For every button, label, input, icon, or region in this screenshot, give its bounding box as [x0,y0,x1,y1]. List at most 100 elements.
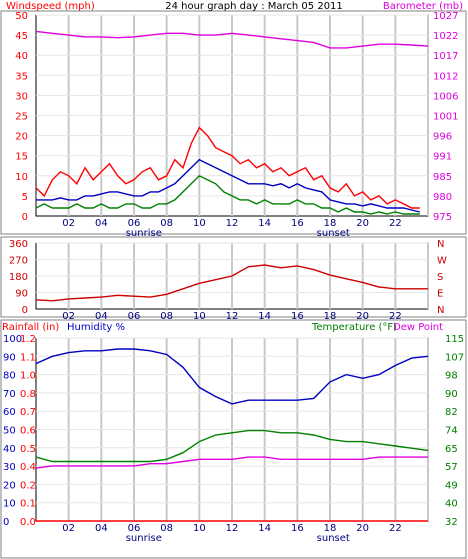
y-tick-label-temperature: 49 [445,480,458,491]
y-tick-label-rainfall: 0.2 [20,480,36,491]
y-tick-label-barometer: 1027 [433,11,458,22]
compass-label: N [437,305,444,316]
x-tick-label: 20 [356,523,369,534]
y-tick-label-windspeed: 15 [15,152,28,163]
chart-title: 24 hour graph day : March 05 2011 [165,1,343,12]
y-tick-label-rainfall: 1.1 [20,352,36,363]
x-tick-label: 14 [258,523,271,534]
y-tick-label-humidity: 10 [3,499,16,510]
y-tick-label-rainfall: 0.1 [20,499,36,510]
wind-barometer-plot: 02 04 06 08 10 12 14 16 18 20 22051015202530354045… [15,11,458,239]
y-tick-label-humidity: 60 [3,407,16,418]
y-tick-label-barometer: 980 [433,192,452,203]
y-tick-label-windspeed: 5 [22,192,28,203]
y-tick-label-humidity: 90 [3,352,16,363]
sunset-label: sunset [317,228,350,239]
y-tick-label-windspeed: 30 [15,91,28,102]
sunrise-label: sunrise [126,533,162,544]
y-tick-label-temperature: 32 [445,517,458,528]
y-tick-label-humidity: 40 [3,444,16,455]
x-tick-label: 02 [62,218,75,229]
sunrise-label: sunrise [126,228,162,239]
y-tick-label-barometer: 975 [433,212,452,223]
x-tick-label: 16 [291,218,304,229]
x-tick-label: 14 [258,311,271,322]
y-tick-label-rainfall: 0.8 [20,389,36,400]
y-tick-label-humidity: 30 [3,462,16,473]
temperature-axis-label: Temperature (°F) [311,322,397,333]
x-tick-label: 16 [291,523,304,534]
x-tick-label: 08 [160,523,173,534]
series-line [35,30,429,49]
y-tick-label-windspeed: 10 [15,172,28,183]
y-tick-label-rainfall: 0.0 [20,517,36,528]
y-tick-label-humidity: 80 [3,371,16,382]
y-tick-label-direction: 360 [9,239,28,250]
x-tick-label: 10 [193,523,206,534]
y-tick-label-barometer: 991 [433,152,452,163]
y-tick-label-rainfall: 0.4 [20,462,36,473]
y-tick-label-rainfall: 1.0 [20,371,36,382]
y-tick-label-rainfall: 1.2 [20,334,36,345]
y-tick-label-temperature: 115 [445,334,464,345]
y-tick-label-humidity: 0 [3,517,9,528]
compass-label: E [437,289,443,300]
y-tick-label-windspeed: 20 [15,132,28,143]
y-tick-label-barometer: 985 [433,172,452,183]
x-tick-label: 10 [193,218,206,229]
y-tick-label-direction: 180 [9,272,28,283]
x-tick-label: 12 [226,218,239,229]
y-tick-label-barometer: 996 [433,132,452,143]
x-tick-label: 22 [389,218,402,229]
x-tick-label: 16 [291,311,304,322]
x-tick-label: 06 [128,218,141,229]
dewpoint-axis-label: Dew Point [393,322,443,333]
series-line [35,174,420,215]
y-tick-label-temperature: 74 [445,426,458,437]
y-tick-label-temperature: 40 [445,499,458,510]
y-tick-label-humidity: 20 [3,480,16,491]
direction-line [35,264,428,302]
y-tick-label-barometer: 1022 [433,31,458,42]
y-tick-label-rainfall: 0.7 [20,407,36,418]
x-tick-label: 02 [62,311,75,322]
y-tick-label-windspeed: 0 [22,212,28,223]
x-tick-label: 08 [160,311,173,322]
y-tick-label-temperature: 65 [445,444,458,455]
x-tick-label: 04 [95,523,108,534]
compass-label: N [437,239,444,250]
y-tick-label-direction: 270 [9,256,28,267]
y-tick-label-temperature: 107 [445,352,464,363]
y-tick-label-temperature: 90 [445,389,458,400]
x-tick-label: 18 [324,218,337,229]
y-tick-label-humidity: 70 [3,389,16,400]
y-tick-label-barometer: 1017 [433,51,458,62]
x-tick-label: 08 [160,218,173,229]
y-tick-label-barometer: 1006 [433,91,458,102]
x-tick-label: 04 [95,311,108,322]
series-line [35,348,429,405]
series-line [35,456,428,469]
y-tick-label-temperature: 57 [445,462,458,473]
series-line [36,158,420,213]
x-tick-label: 22 [389,311,402,322]
x-tick-label: 12 [226,523,239,534]
y-tick-label-rainfall: 0.5 [20,444,36,455]
sunset-label: sunset [317,533,350,544]
windspeed-axis-label: Windspeed (mph) [6,1,95,12]
x-tick-label: 06 [128,311,141,322]
y-tick-label-windspeed: 45 [15,31,28,42]
y-tick-label-temperature: 82 [445,407,458,418]
x-tick-label: 12 [226,311,239,322]
x-tick-label: 02 [62,523,75,534]
y-tick-label-barometer: 1001 [433,112,458,123]
compass-label: S [437,272,443,283]
x-tick-label: 22 [389,523,402,534]
humidity-axis-label: Humidity % [67,322,125,333]
y-tick-label-direction: 0 [22,305,28,316]
x-tick-label: 18 [324,523,337,534]
x-tick-label: 14 [258,218,271,229]
y-tick-label-windspeed: 50 [15,11,28,22]
x-tick-label: 06 [128,523,141,534]
